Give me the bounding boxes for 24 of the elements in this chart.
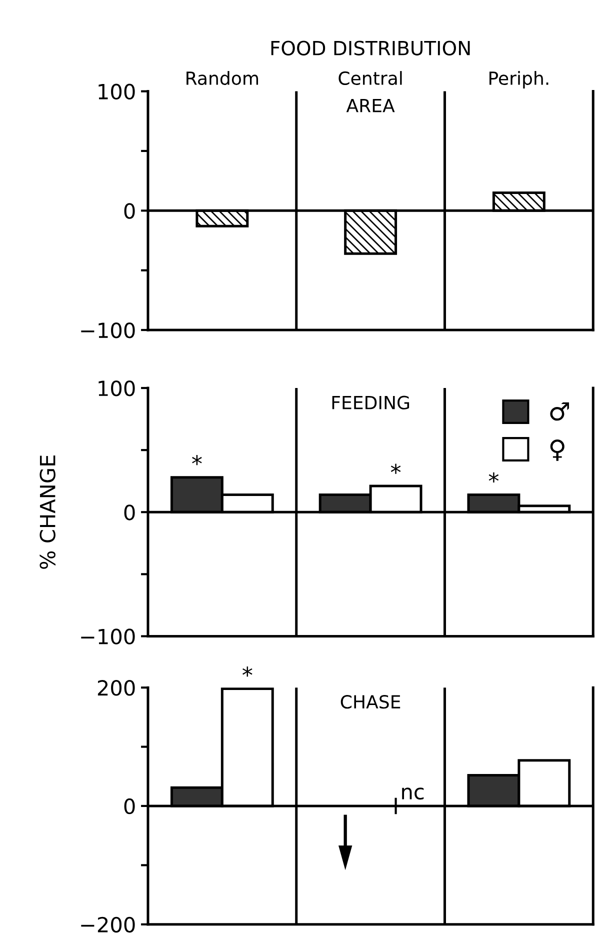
y-tick-label: 100 xyxy=(98,380,135,396)
y-tick-label: 0 xyxy=(124,504,135,520)
legend-label: ♀ xyxy=(550,439,564,461)
x-tick-label: Periph. xyxy=(489,71,548,89)
chart-subtitle: AREA xyxy=(346,99,395,112)
chart-subtitle: FEEDING xyxy=(332,396,410,410)
y-tick-label: 0 xyxy=(124,798,135,814)
y-tick-label: 0 xyxy=(124,203,135,219)
x-tick-label: Central xyxy=(338,71,402,86)
legend-label: ♂ xyxy=(550,402,569,421)
annotation: * xyxy=(242,666,252,677)
y-tick-label: −100 xyxy=(81,322,135,338)
y-axis-title: % CHANGE xyxy=(40,456,56,569)
y-tick-label: −200 xyxy=(81,916,135,933)
chart-title: FOOD DISTRIBUTION xyxy=(271,40,470,56)
y-tick-label: −100 xyxy=(81,628,135,644)
y-tick-label: 100 xyxy=(98,84,135,100)
annotation: nc xyxy=(402,788,424,800)
annotation: * xyxy=(192,455,202,466)
annotation: * xyxy=(488,472,499,483)
x-tick-label: Random xyxy=(186,71,258,86)
y-tick-label: 200 xyxy=(98,680,135,696)
annotation: * xyxy=(390,464,401,474)
chart-subtitle: CHASE xyxy=(340,694,400,709)
